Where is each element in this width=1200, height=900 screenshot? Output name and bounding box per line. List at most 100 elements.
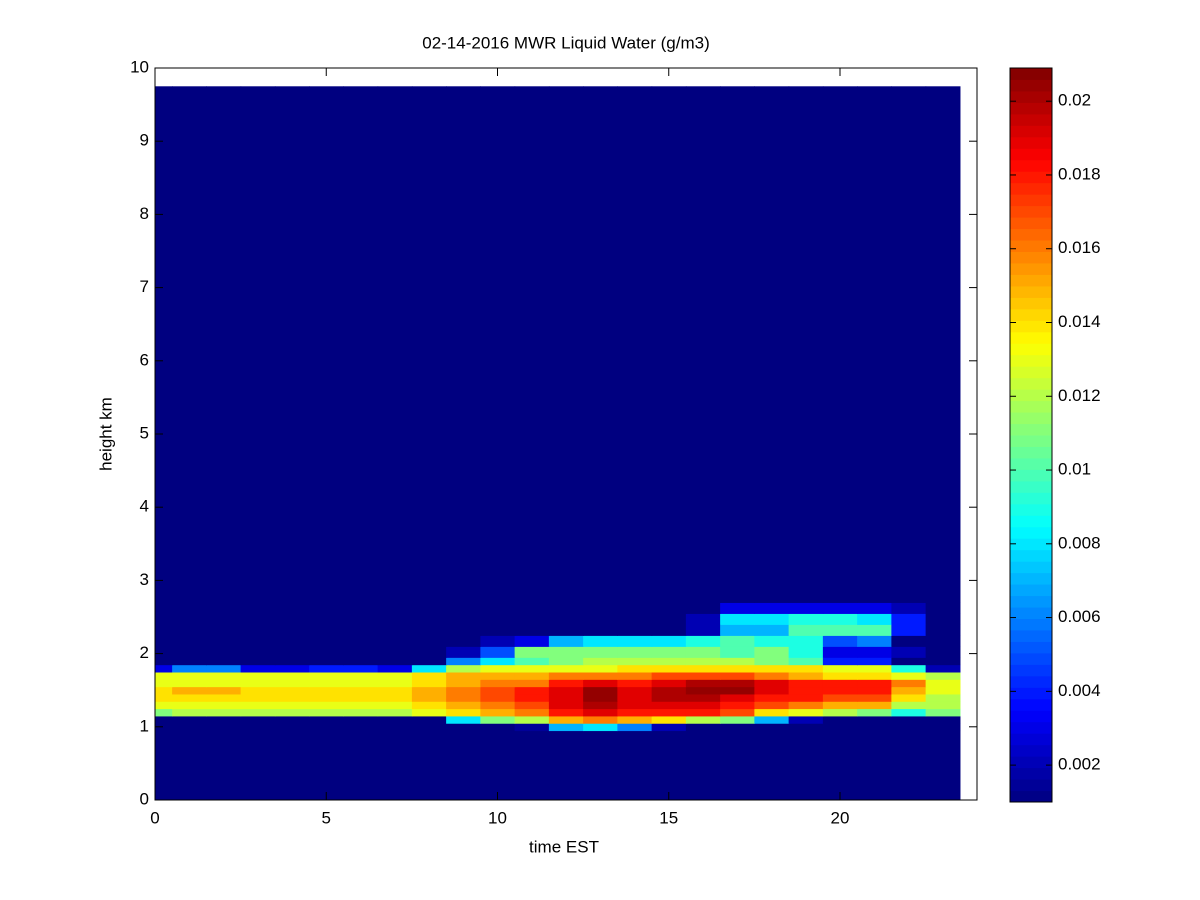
heatmap-cell bbox=[514, 701, 550, 710]
colorbar-swatch bbox=[1010, 652, 1052, 665]
heatmap-cell bbox=[172, 701, 207, 710]
heatmap-cell bbox=[617, 723, 653, 732]
colorbar-tick-label: 0.02 bbox=[1058, 91, 1091, 110]
heatmap-cell bbox=[377, 686, 413, 695]
heatmap-cell bbox=[651, 86, 687, 603]
heatmap-cell bbox=[377, 613, 413, 625]
heatmap-cell bbox=[206, 686, 242, 695]
heatmap-cell bbox=[514, 86, 550, 603]
heatmap-cell bbox=[583, 671, 618, 680]
x-tick-label: 5 bbox=[322, 808, 331, 827]
heatmap-cell bbox=[720, 613, 755, 625]
heatmap-cell bbox=[411, 715, 447, 724]
heatmap-cell bbox=[206, 86, 242, 603]
heatmap-cell bbox=[548, 730, 584, 800]
colorbar-swatch bbox=[1010, 744, 1052, 757]
heatmap-cell bbox=[343, 624, 379, 636]
heatmap-cell bbox=[617, 86, 653, 603]
heatmap-cell bbox=[274, 671, 310, 680]
heatmap-cell bbox=[788, 701, 824, 710]
heatmap-cell bbox=[155, 86, 173, 603]
heatmap-cell bbox=[822, 723, 858, 732]
colorbar-tick-label: 0.01 bbox=[1058, 460, 1091, 479]
heatmap-cell bbox=[583, 635, 618, 647]
colorbar-swatch bbox=[1010, 641, 1052, 654]
colorbar-swatch bbox=[1010, 274, 1052, 287]
colorbar-swatch bbox=[1010, 113, 1052, 126]
heatmap-cell bbox=[309, 715, 344, 724]
heatmap-cell bbox=[617, 679, 653, 688]
heatmap-cell bbox=[822, 686, 858, 695]
heatmap-cell bbox=[446, 730, 481, 800]
colorbar-swatch bbox=[1010, 400, 1052, 413]
heatmap-cell bbox=[583, 86, 618, 603]
heatmap-cell bbox=[720, 701, 755, 710]
heatmap-cell bbox=[891, 671, 927, 680]
heatmap-cell bbox=[720, 602, 755, 614]
heatmap-cell bbox=[583, 701, 618, 710]
colorbar-swatch bbox=[1010, 90, 1052, 103]
heatmap-cell bbox=[754, 613, 790, 625]
heatmap-cell bbox=[891, 646, 927, 658]
heatmap-cell bbox=[411, 86, 447, 603]
heatmap-cell bbox=[480, 708, 516, 717]
heatmap-cell bbox=[754, 602, 790, 614]
heatmap-cell bbox=[925, 613, 961, 625]
colorbar-swatch bbox=[1010, 354, 1052, 367]
heatmap-cell bbox=[891, 657, 927, 666]
heatmap-cell bbox=[891, 701, 927, 710]
heatmap-cell bbox=[309, 679, 344, 688]
heatmap-cell bbox=[172, 671, 207, 680]
heatmap-cell bbox=[446, 646, 481, 658]
heatmap-cell bbox=[548, 602, 584, 614]
heatmap-cell bbox=[172, 613, 207, 625]
heatmap-cell bbox=[343, 723, 379, 732]
y-axis-label: height km bbox=[96, 397, 115, 471]
heatmap-cell bbox=[240, 657, 276, 666]
heatmap-cell bbox=[891, 679, 927, 688]
colorbar-swatch bbox=[1010, 377, 1052, 390]
heatmap-cell bbox=[343, 679, 379, 688]
heatmap-cell bbox=[155, 602, 173, 614]
heatmap-cell bbox=[891, 723, 927, 732]
heatmap-cell bbox=[685, 657, 721, 666]
heatmap-cell bbox=[411, 624, 447, 636]
heatmap-cell bbox=[343, 664, 379, 673]
heatmap-cell bbox=[343, 708, 379, 717]
heatmap-cell bbox=[651, 671, 687, 680]
colorbar-swatch bbox=[1010, 721, 1052, 734]
y-tick-label: 10 bbox=[130, 57, 149, 76]
heatmap-cell bbox=[925, 657, 961, 666]
heatmap-cell bbox=[309, 602, 344, 614]
heatmap-cell bbox=[274, 679, 310, 688]
heatmap-cell bbox=[822, 657, 858, 666]
heatmap-cell bbox=[651, 701, 687, 710]
heatmap-cell bbox=[651, 708, 687, 717]
heatmap-cell bbox=[514, 730, 550, 800]
heatmap-cell bbox=[172, 679, 207, 688]
heatmap-cell bbox=[155, 708, 173, 717]
y-tick-label: 0 bbox=[140, 789, 149, 808]
colorbar-swatch bbox=[1010, 526, 1052, 539]
colorbar-swatch bbox=[1010, 664, 1052, 677]
heatmap-cell bbox=[480, 664, 516, 673]
heatmap-cell bbox=[480, 624, 516, 636]
heatmap-cell bbox=[309, 624, 344, 636]
heatmap-cell bbox=[925, 701, 961, 710]
heatmap-cell bbox=[446, 635, 481, 647]
heatmap-cell bbox=[925, 646, 961, 658]
colorbar-swatch bbox=[1010, 675, 1052, 688]
colorbar-swatch bbox=[1010, 446, 1052, 459]
colorbar-swatch bbox=[1010, 148, 1052, 161]
colorbar-swatch bbox=[1010, 710, 1052, 723]
heatmap-cell bbox=[343, 701, 379, 710]
heatmap-cell bbox=[206, 730, 242, 800]
heatmap-cell bbox=[240, 730, 276, 800]
heatmap-cell bbox=[685, 715, 721, 724]
heatmap-cell bbox=[720, 686, 755, 695]
heatmap-cell bbox=[857, 635, 892, 647]
heatmap-cell bbox=[548, 613, 584, 625]
heatmap-cell bbox=[925, 635, 961, 647]
heatmap-cell bbox=[788, 671, 824, 680]
heatmap-cell bbox=[548, 646, 584, 658]
